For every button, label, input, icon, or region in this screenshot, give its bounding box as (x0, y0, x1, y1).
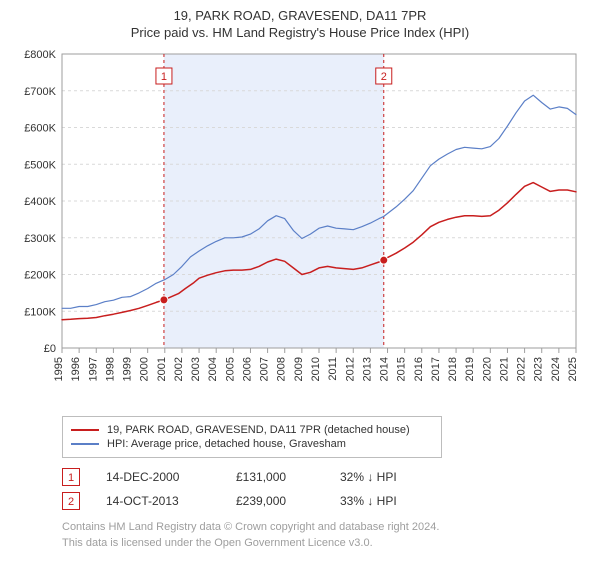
x-tick-label: 2001 (156, 357, 168, 381)
x-tick-label: 1998 (104, 357, 116, 381)
transaction-marker: 2 (62, 492, 80, 510)
chart-title-1: 19, PARK ROAD, GRAVESEND, DA11 7PR (16, 8, 584, 23)
x-tick-label: 2018 (447, 357, 459, 381)
x-tick-label: 2022 (516, 357, 528, 381)
x-tick-label: 2009 (293, 357, 305, 381)
x-tick-label: 2000 (139, 357, 151, 381)
transaction-row: 1 14-DEC-2000£131,00032% ↓ HPI (62, 468, 584, 486)
x-tick-label: 2015 (396, 357, 408, 381)
x-tick-label: 2017 (430, 357, 442, 381)
y-tick-label: £800K (24, 49, 56, 61)
chart-area: £0 £100K £200K £300K £400K £500K £600K £700K £80… (16, 48, 584, 408)
transaction-date: 14-OCT-2013 (106, 494, 236, 508)
legend-row: HPI: Average price, detached house, Grav… (71, 438, 433, 450)
x-tick-label: 2008 (276, 357, 288, 381)
y-tick-label: £400K (24, 196, 56, 208)
y-tick-label: £700K (24, 86, 56, 98)
x-tick-label: 2016 (413, 357, 425, 381)
legend-label: HPI: Average price, detached house, Grav… (107, 438, 346, 450)
legend-box: 19, PARK ROAD, GRAVESEND, DA11 7PR (deta… (62, 416, 442, 458)
x-tick-label: 1999 (122, 357, 134, 381)
x-tick-label: 2013 (361, 357, 373, 381)
x-tick-label: 2023 (533, 357, 545, 381)
footer-line-1: Contains HM Land Registry data © Crown c… (62, 520, 584, 535)
x-tick-label: 1995 (53, 357, 65, 381)
x-tick-label: 2010 (310, 357, 322, 381)
transaction-row: 2 14-OCT-2013£239,00033% ↓ HPI (62, 492, 584, 510)
legend-swatch (71, 429, 99, 431)
x-tick-label: 2021 (498, 357, 510, 381)
transaction-rows: 1 14-DEC-2000£131,00032% ↓ HPI 2 14-OCT-201… (62, 468, 584, 510)
x-tick-label: 2011 (327, 357, 339, 381)
y-tick-label: £200K (24, 270, 56, 282)
event-marker-num: 2 (381, 71, 387, 83)
chart-title-block: 19, PARK ROAD, GRAVESEND, DA11 7PR Price… (16, 8, 584, 40)
y-tick-label: £100K (24, 306, 56, 318)
legend-row: 19, PARK ROAD, GRAVESEND, DA11 7PR (deta… (71, 424, 433, 436)
x-tick-label: 2006 (241, 357, 253, 381)
sale-point (160, 296, 168, 304)
x-tick-label: 2004 (207, 357, 219, 381)
transaction-delta: 33% ↓ HPI (340, 494, 397, 508)
transaction-marker: 1 (62, 468, 80, 486)
x-tick-label: 2020 (481, 357, 493, 381)
x-tick-label: 2003 (190, 357, 202, 381)
legend-swatch (71, 443, 99, 445)
y-tick-label: £0 (44, 343, 56, 355)
chart-svg: £0 £100K £200K £300K £400K £500K £600K £700K £80… (16, 48, 584, 408)
x-tick-label: 2005 (224, 357, 236, 381)
y-tick-label: £600K (24, 123, 56, 135)
chart-title-2: Price paid vs. HM Land Registry's House … (16, 25, 584, 40)
x-tick-label: 2002 (173, 357, 185, 381)
x-tick-label: 1996 (70, 357, 82, 381)
x-tick-label: 2014 (379, 357, 391, 381)
x-tick-label: 2012 (344, 357, 356, 381)
event-marker-num: 1 (161, 71, 167, 83)
transaction-price: £131,000 (236, 470, 340, 484)
footer-line-2: This data is licensed under the Open Gov… (62, 536, 584, 551)
x-tick-label: 2007 (259, 357, 271, 381)
x-tick-label: 2019 (464, 357, 476, 381)
legend-label: 19, PARK ROAD, GRAVESEND, DA11 7PR (deta… (107, 424, 410, 436)
transaction-delta: 32% ↓ HPI (340, 470, 397, 484)
transaction-price: £239,000 (236, 494, 340, 508)
x-tick-label: 2025 (567, 357, 579, 381)
x-tick-label: 2024 (550, 357, 562, 381)
y-tick-label: £300K (24, 233, 56, 245)
transaction-date: 14-DEC-2000 (106, 470, 236, 484)
x-tick-label: 1997 (87, 357, 99, 381)
footer-note: Contains HM Land Registry data © Crown c… (62, 520, 584, 551)
y-tick-label: £500K (24, 159, 56, 171)
sale-point (380, 256, 388, 264)
